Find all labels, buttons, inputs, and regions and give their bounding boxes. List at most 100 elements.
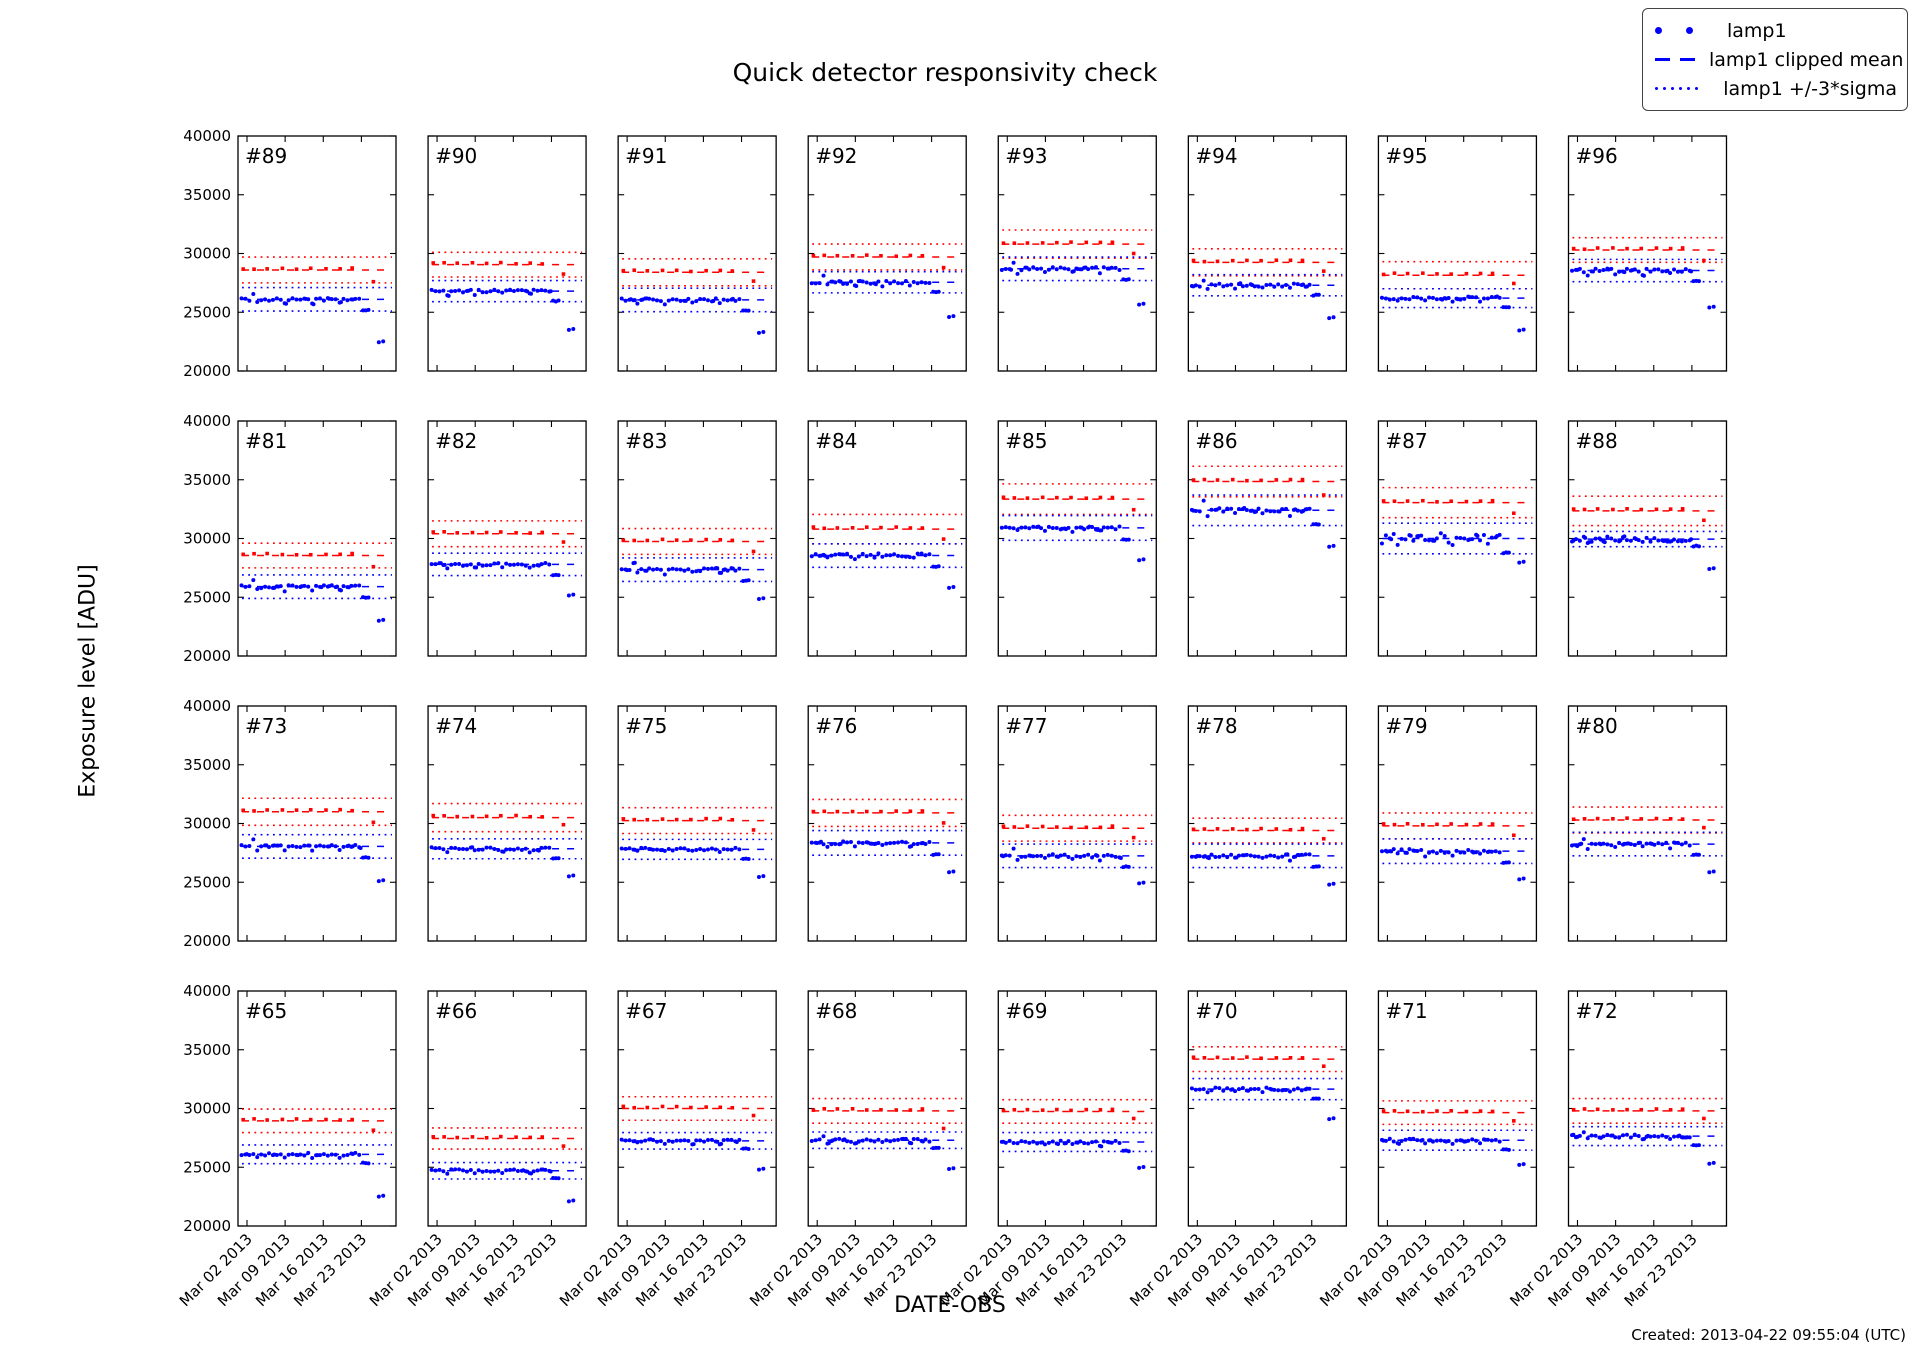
- subplot-label: #94: [1195, 144, 1237, 168]
- subplot-95: #95: [1377, 135, 1538, 372]
- subplot-label: #67: [625, 999, 667, 1023]
- subplot-label: #69: [1005, 999, 1047, 1023]
- y-tick-label: 30000: [183, 815, 231, 833]
- subplot-label: #68: [815, 999, 857, 1023]
- subplot-83: #83: [617, 420, 777, 657]
- dotted-line-icon: [1655, 87, 1709, 90]
- subplot-label: #76: [815, 714, 857, 738]
- subplot-label: #71: [1385, 999, 1427, 1023]
- y-tick-label: 30000: [183, 1100, 231, 1118]
- y-tick-label: 35000: [183, 471, 231, 489]
- y-tick-label: 20000: [183, 932, 231, 950]
- subplot-87: #87: [1377, 420, 1538, 657]
- subplot-94: #94: [1187, 135, 1347, 372]
- y-tick-label: 35000: [183, 186, 231, 204]
- subplot-label: #83: [625, 429, 667, 453]
- dashed-line-icon: [1655, 58, 1695, 61]
- legend-entry-lamp1: lamp1: [1655, 16, 1897, 45]
- legend: lamp1 lamp1 clipped mean lamp1 +/-3*sigm…: [1642, 8, 1908, 111]
- subplot-86: #86: [1187, 420, 1347, 657]
- subplot-73: #73 40000 35000 30000 25000 20000: [183, 697, 397, 950]
- y-tick-label: 40000: [183, 697, 231, 715]
- subplot-85: #85: [997, 420, 1157, 657]
- subplot-label: #74: [435, 714, 477, 738]
- subplot-label: #93: [1005, 144, 1047, 168]
- subplot-label: #90: [435, 144, 477, 168]
- subplot-92: #92: [807, 135, 967, 372]
- subplot-label: #70: [1195, 999, 1237, 1023]
- subplot-label: #95: [1385, 144, 1427, 168]
- subplot-78: #78: [1187, 705, 1347, 942]
- subplot-76: #76: [807, 705, 967, 942]
- y-tick-label: 25000: [183, 588, 231, 606]
- x-axis-label: DATE-OBS: [894, 1293, 1006, 1318]
- y-tick-label: 30000: [183, 530, 231, 548]
- subplot-label: #84: [815, 429, 857, 453]
- subplot-89: #89 40000 35000 30000 25000 20000: [183, 127, 397, 380]
- subplot-label: #79: [1385, 714, 1427, 738]
- y-tick-label: 40000: [183, 982, 231, 1000]
- subplot-label: #82: [435, 429, 477, 453]
- y-tick-label: 25000: [183, 873, 231, 891]
- legend-label: lamp1: [1727, 19, 1787, 42]
- legend-label: lamp1 clipped mean: [1709, 48, 1904, 71]
- subplot-label: #77: [1005, 714, 1047, 738]
- subplot-label: #81: [245, 429, 287, 453]
- subplot-label: #73: [245, 714, 287, 738]
- y-tick-label: 20000: [183, 1217, 231, 1235]
- subplot-84: #84: [807, 420, 967, 657]
- lamp1-marker-icon: [1655, 27, 1713, 34]
- subplot-74: #74: [427, 705, 587, 942]
- subplot-label: #75: [625, 714, 667, 738]
- legend-entry-clipped-mean: lamp1 clipped mean: [1655, 45, 1903, 74]
- subplot-label: #91: [625, 144, 667, 168]
- subplot-82: #82: [427, 420, 587, 657]
- figure-title: Quick detector responsivity check: [732, 58, 1158, 87]
- subplot-label: #85: [1005, 429, 1047, 453]
- subplot-label: #87: [1385, 429, 1427, 453]
- subplot-77: #77: [997, 705, 1157, 942]
- y-tick-label: 20000: [183, 647, 231, 665]
- subplot-93: #93: [997, 135, 1157, 372]
- created-timestamp: Created: 2013-04-22 09:55:04 (UTC): [1631, 1326, 1906, 1344]
- y-axis-label: Exposure level [ADU]: [75, 564, 101, 798]
- y-tick-label: 35000: [183, 756, 231, 774]
- y-tick-label: 35000: [183, 1041, 231, 1059]
- legend-label: lamp1 +/-3*sigma: [1723, 77, 1897, 100]
- subplot-79: #79: [1377, 705, 1538, 942]
- subplot-label: #89: [245, 144, 287, 168]
- y-tick-label: 40000: [183, 127, 231, 145]
- subplot-label: #66: [435, 999, 477, 1023]
- subplot-88: #88: [1567, 420, 1728, 657]
- subplot-label: #88: [1575, 429, 1617, 453]
- subplot-label: #96: [1575, 144, 1617, 168]
- subplot-91: #91: [617, 135, 777, 372]
- subplot-label: #80: [1575, 714, 1617, 738]
- subplot-90: #90: [427, 135, 587, 372]
- legend-entry-sigma: lamp1 +/-3*sigma: [1655, 74, 1897, 103]
- subplot-label: #78: [1195, 714, 1237, 738]
- y-tick-label: 25000: [183, 1158, 231, 1176]
- y-tick-label: 30000: [183, 245, 231, 263]
- subplot-81: #81 40000 35000 30000 25000 20000: [183, 412, 397, 665]
- subplot-label: #86: [1195, 429, 1237, 453]
- subplot-label: #92: [815, 144, 857, 168]
- subplot-label: #72: [1575, 999, 1617, 1023]
- subplot-96: #96: [1567, 135, 1728, 372]
- y-tick-label: 40000: [183, 412, 231, 430]
- y-tick-label: 25000: [183, 303, 231, 321]
- subplot-label: #65: [245, 999, 287, 1023]
- subplot-75: #75: [617, 705, 777, 942]
- y-tick-label: 20000: [183, 362, 231, 380]
- subplot-80: #80: [1567, 705, 1728, 942]
